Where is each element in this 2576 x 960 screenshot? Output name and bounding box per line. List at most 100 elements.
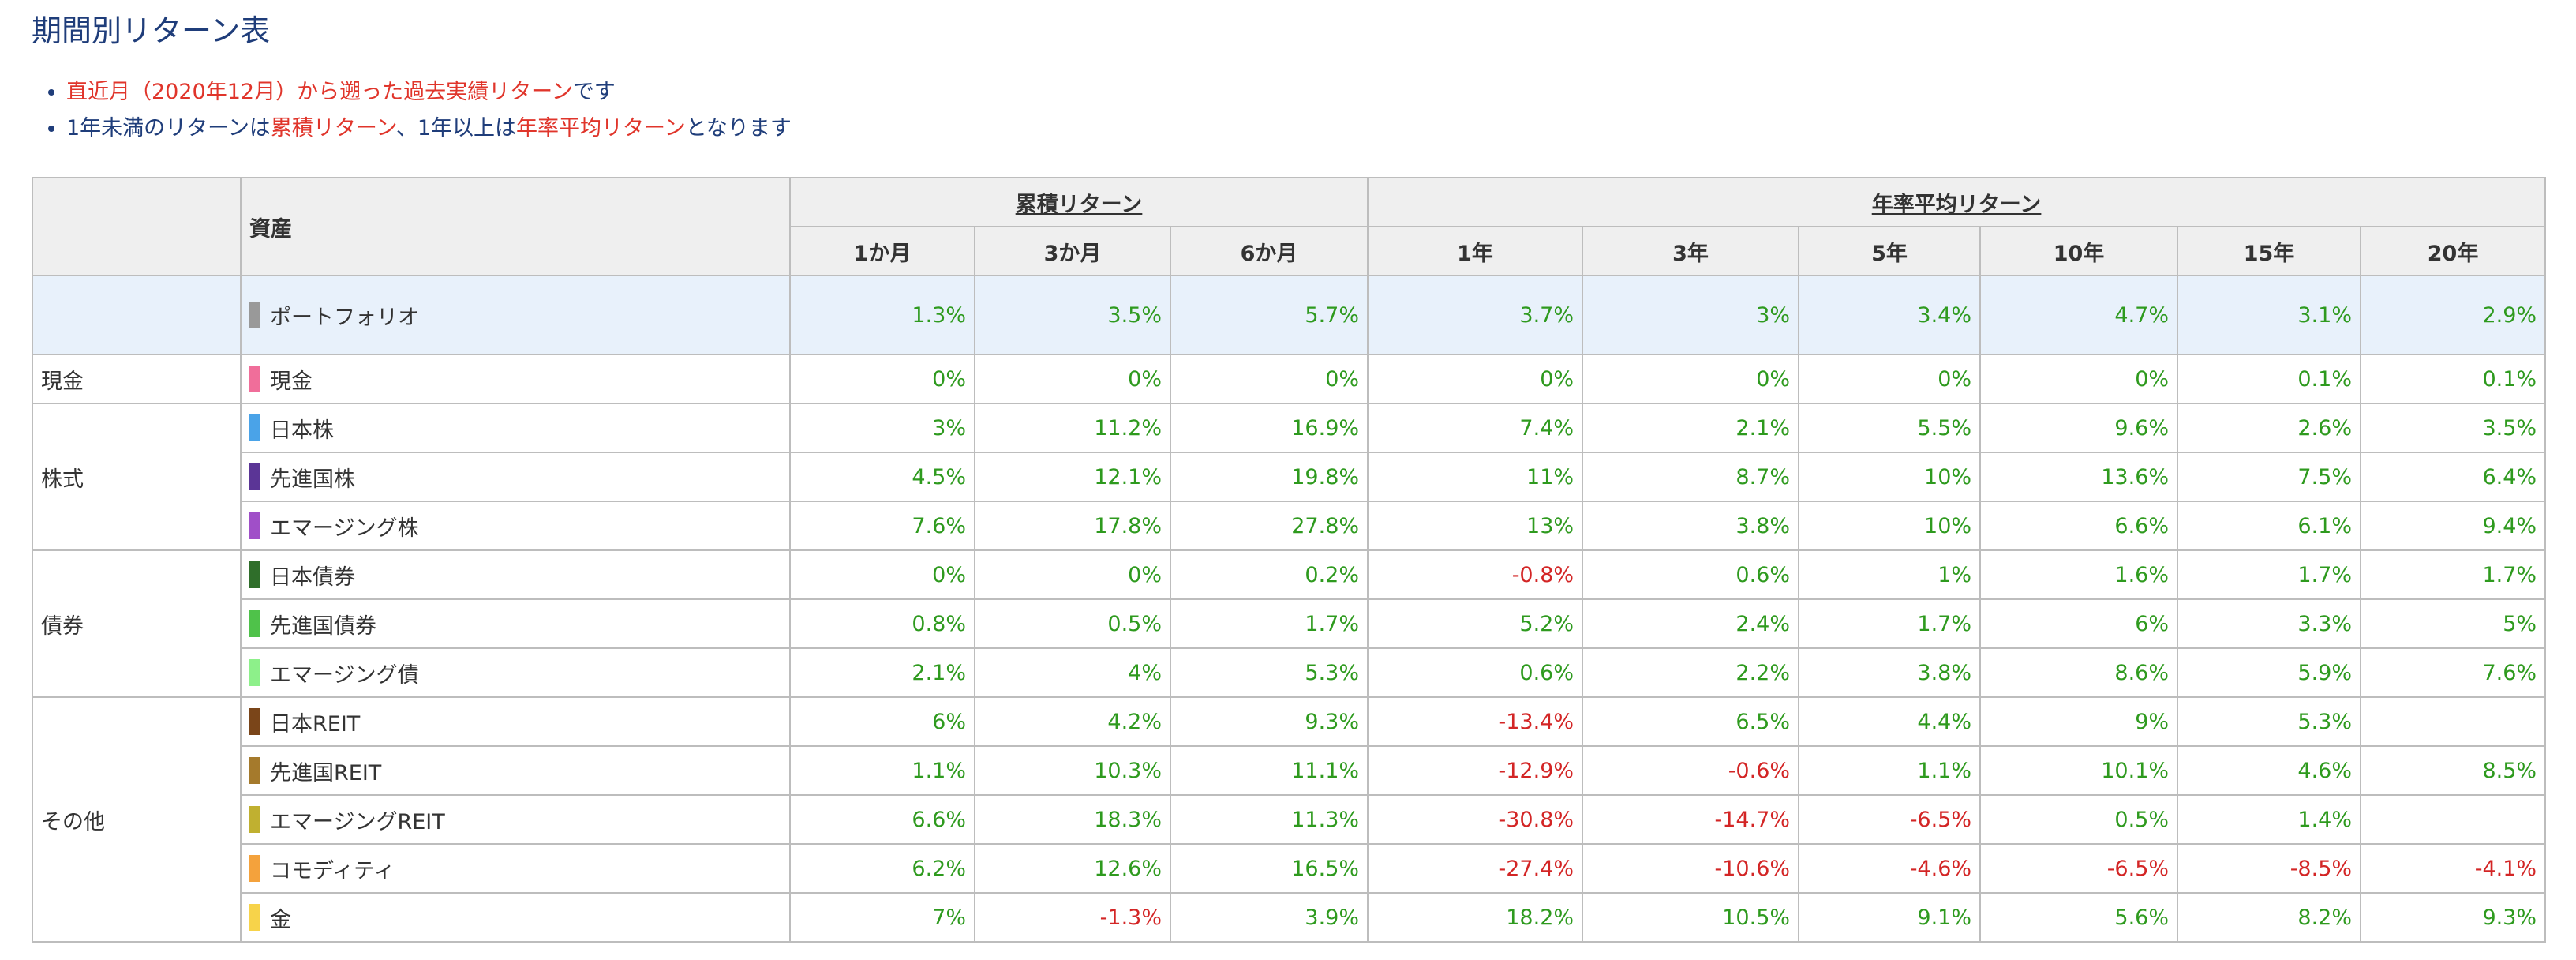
return-value: 3.5%	[2360, 403, 2547, 453]
return-value: 2.2%	[1582, 647, 1800, 698]
return-value: 4.4%	[1798, 696, 1982, 747]
return-value: 1.7%	[2360, 549, 2547, 600]
return-value: 8.2%	[2177, 892, 2362, 943]
return-value: 9.1%	[1798, 892, 1982, 943]
asset-header: 資産	[240, 177, 791, 276]
asset-name: 日本株	[270, 418, 334, 443]
table-row: コモディティ 6.2% 12.6% 16.5% -27.4% -10.6% -4.6% -6.…	[32, 843, 2547, 894]
period-header: 6か月	[1169, 226, 1369, 276]
return-value: 3.9%	[1169, 892, 1369, 943]
return-value: 3%	[789, 403, 975, 453]
return-value: -14.7%	[1582, 794, 1800, 845]
note-text: 1年未満のリターンは	[66, 116, 271, 141]
asset-cell: 先進国株	[240, 452, 791, 502]
note-text: 直近月（2020年12月）から遡った過去実績リターン	[66, 80, 573, 104]
annual-return-label: 年率平均リターン	[1871, 192, 2042, 217]
asset-cell: 現金	[240, 354, 791, 404]
note-text: となります	[685, 116, 792, 141]
asset-cell: 日本株	[240, 403, 791, 453]
return-value: 2.9%	[2360, 275, 2547, 355]
return-value: 6.6%	[789, 794, 975, 845]
return-value: -30.8%	[1367, 794, 1584, 845]
return-value: 2.1%	[1582, 403, 1800, 453]
asset-color-swatch	[249, 463, 260, 490]
table-row: エマージング株 7.6% 17.8% 27.8% 13% 3.8% 10% 6.6% 6.1% 9…	[32, 501, 2547, 551]
return-value: 12.1%	[974, 452, 1171, 502]
return-value: 1%	[1798, 549, 1982, 600]
return-value: 5.5%	[1798, 403, 1982, 453]
category-cell-empty	[32, 275, 242, 355]
return-value: 1.7%	[2177, 549, 2362, 600]
return-value: -0.6%	[1582, 745, 1800, 796]
return-value: 6.6%	[1979, 501, 2179, 551]
return-value: -27.4%	[1367, 843, 1584, 894]
return-value: 10%	[1798, 452, 1982, 502]
return-value: 0.2%	[1169, 549, 1369, 600]
notes-list: 直近月（2020年12月）から遡った過去実績リターンです1年未満のリターンは累積…	[32, 74, 792, 147]
return-value: 3.5%	[974, 275, 1171, 355]
asset-name: ポートフォリオ	[270, 305, 419, 330]
return-value: 1.3%	[789, 275, 975, 355]
return-value: 7.6%	[789, 501, 975, 551]
asset-color-swatch	[249, 855, 260, 882]
period-header: 10年	[1979, 226, 2179, 276]
category-cell: 株式	[32, 403, 242, 551]
return-table-container: 資産 累積リターン 年率平均リターン 1か月 3か月 6か月 1年 3年 5年 10年 15年…	[32, 177, 2547, 943]
return-value: 10.3%	[974, 745, 1171, 796]
return-value: 6.4%	[2360, 452, 2547, 502]
return-value: 4.5%	[789, 452, 975, 502]
return-value: 3.4%	[1798, 275, 1982, 355]
return-value: 0.6%	[1367, 647, 1584, 698]
asset-cell: エマージング債	[240, 647, 791, 698]
return-value: 7.6%	[2360, 647, 2547, 698]
return-value: 3.1%	[2177, 275, 2362, 355]
asset-name: 先進国株	[270, 467, 355, 492]
return-value: 0.5%	[974, 598, 1171, 649]
return-value: 6.5%	[1582, 696, 1800, 747]
table-row: 先進国債券 0.8% 0.5% 1.7% 5.2% 2.4% 1.7% 6% 3.3% 5%	[32, 598, 2547, 649]
return-value: 0%	[1798, 354, 1982, 404]
table-row: 金 7% -1.3% 3.9% 18.2% 10.5% 9.1% 5.6% 8.2% 9.3%	[32, 892, 2547, 943]
asset-name: 現金	[270, 369, 313, 394]
asset-color-swatch	[249, 659, 260, 686]
asset-cell: 日本REIT	[240, 696, 791, 747]
asset-color-swatch	[249, 757, 260, 784]
return-value: 18.3%	[974, 794, 1171, 845]
return-value: -12.9%	[1367, 745, 1584, 796]
return-value: 5.2%	[1367, 598, 1584, 649]
period-header: 3年	[1582, 226, 1800, 276]
return-value: -4.6%	[1798, 843, 1982, 894]
return-value: -6.5%	[1798, 794, 1982, 845]
return-value: 10.1%	[1979, 745, 2179, 796]
return-value: 0.8%	[789, 598, 975, 649]
return-value: 12.6%	[974, 843, 1171, 894]
return-value: -6.5%	[1979, 843, 2179, 894]
table-row: 先進国REIT 1.1% 10.3% 11.1% -12.9% -0.6% 1.1% 10.1…	[32, 745, 2547, 796]
return-value: 6%	[789, 696, 975, 747]
asset-cell: エマージングREIT	[240, 794, 791, 845]
return-value: 16.9%	[1169, 403, 1369, 453]
note-item: 1年未満のリターンは累積リターン、1年以上は年率平均リターンとなります	[66, 111, 792, 147]
table-row: 債券 日本債券 0% 0% 0.2% -0.8% 0.6% 1% 1.6% 1.7% 1.7%	[32, 549, 2547, 698]
asset-color-swatch	[249, 904, 260, 931]
return-value: 0%	[974, 549, 1171, 600]
return-value: 5.3%	[2177, 696, 2362, 747]
asset-color-swatch	[249, 366, 260, 392]
portfolio-row: ポートフォリオ 1.3% 3.5% 5.7% 3.7% 3% 3.4% 4.7% 3.1% 2.9…	[32, 275, 2547, 355]
asset-color-swatch	[249, 806, 260, 833]
asset-color-swatch	[249, 708, 260, 735]
category-cell: 現金	[32, 354, 242, 404]
return-value: 11.2%	[974, 403, 1171, 453]
asset-color-swatch	[249, 512, 260, 539]
table-row: エマージング債 2.1% 4% 5.3% 0.6% 2.2% 3.8% 8.6% 5.9% 7.6…	[32, 647, 2547, 698]
asset-name: 金	[270, 907, 291, 932]
asset-color-swatch	[249, 610, 260, 637]
return-value: 1.6%	[1979, 549, 2179, 600]
return-value: 9%	[1979, 696, 2179, 747]
return-value: 27.8%	[1169, 501, 1369, 551]
asset-cell: 先進国REIT	[240, 745, 791, 796]
return-value: 8.7%	[1582, 452, 1800, 502]
return-value	[2360, 794, 2547, 845]
return-value: 9.3%	[1169, 696, 1369, 747]
table-row: 株式 日本株 3% 11.2% 16.9% 7.4% 2.1% 5.5% 9.6% 2.6% 3.5…	[32, 403, 2547, 551]
